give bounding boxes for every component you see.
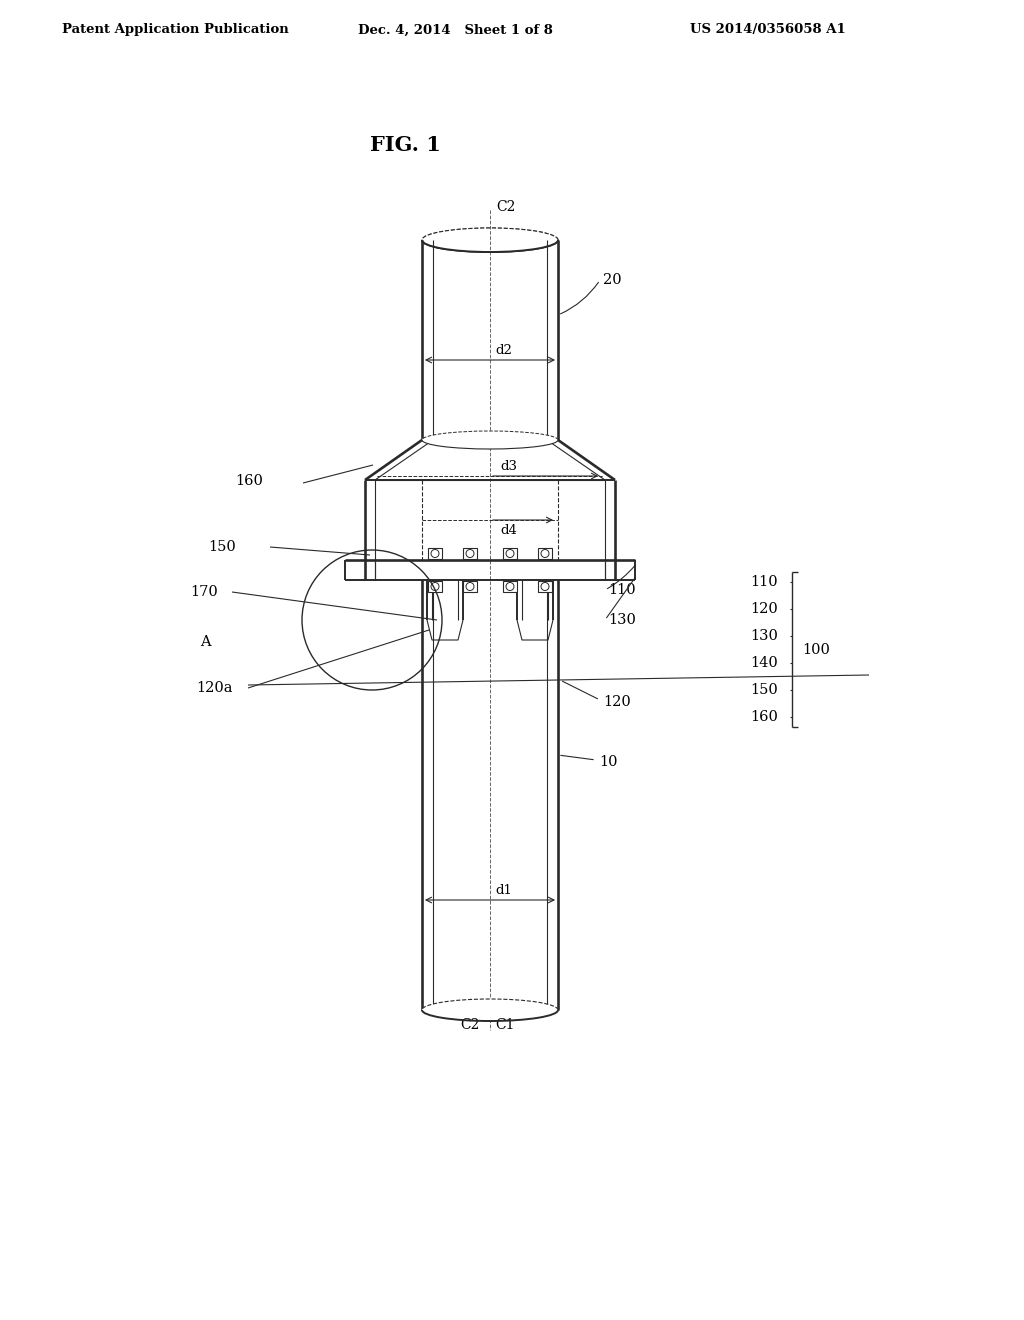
Text: C2: C2	[496, 201, 515, 214]
Text: d4: d4	[500, 524, 517, 536]
Text: 160: 160	[234, 474, 263, 488]
Text: Dec. 4, 2014   Sheet 1 of 8: Dec. 4, 2014 Sheet 1 of 8	[358, 24, 553, 37]
Text: FIG. 1: FIG. 1	[370, 135, 441, 154]
Text: 170: 170	[190, 585, 218, 599]
Text: 110: 110	[750, 576, 777, 589]
Ellipse shape	[422, 228, 558, 252]
Text: d1: d1	[495, 883, 512, 896]
Text: C1: C1	[495, 1018, 514, 1032]
Text: d3: d3	[500, 459, 517, 473]
Text: 160: 160	[750, 710, 778, 723]
Ellipse shape	[422, 432, 558, 449]
Bar	[503, 581, 517, 591]
Text: Patent Application Publication: Patent Application Publication	[62, 24, 289, 37]
Text: d2: d2	[495, 343, 512, 356]
Text: US 2014/0356058 A1: US 2014/0356058 A1	[690, 24, 846, 37]
Text: 130: 130	[608, 612, 636, 627]
Text: 150: 150	[750, 682, 778, 697]
Text: 100: 100	[802, 643, 829, 656]
Text: 150: 150	[208, 540, 236, 554]
Bar	[538, 581, 552, 591]
Bar	[538, 548, 552, 558]
Text: 130: 130	[750, 630, 778, 643]
Bar	[503, 548, 517, 558]
Bar	[428, 581, 442, 591]
Bar	[463, 581, 477, 591]
Text: 120a: 120a	[196, 681, 232, 696]
Bar	[428, 548, 442, 558]
Text: C2: C2	[460, 1018, 479, 1032]
Text: 10: 10	[599, 755, 617, 770]
Ellipse shape	[422, 999, 558, 1020]
Bar	[463, 548, 477, 558]
Text: 110: 110	[608, 583, 636, 597]
Text: 20: 20	[603, 273, 622, 286]
Text: 140: 140	[750, 656, 778, 671]
Text: 120: 120	[603, 696, 631, 709]
Text: A: A	[200, 635, 211, 649]
Text: 120: 120	[750, 602, 778, 616]
